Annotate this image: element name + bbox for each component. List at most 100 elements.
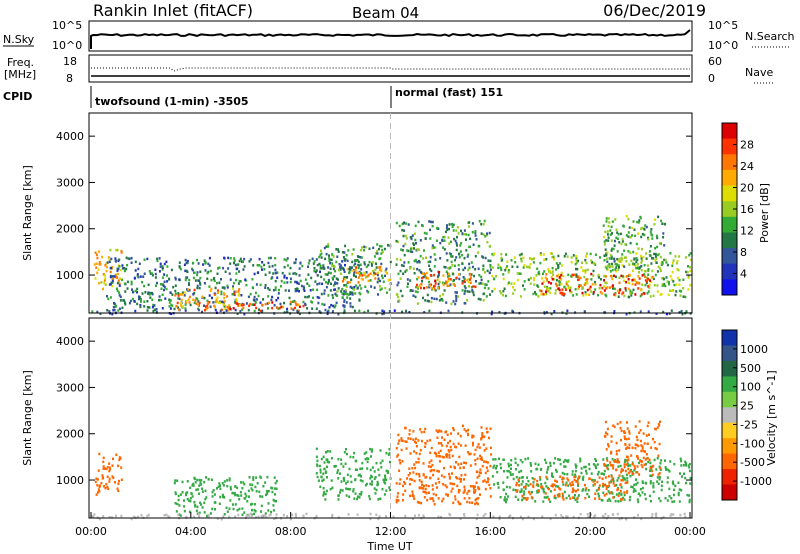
scatter-cell (371, 480, 373, 483)
scatter-cell (514, 261, 517, 264)
scatter-cell (419, 254, 422, 258)
scatter-cell (565, 496, 568, 500)
scatter-cell (485, 460, 488, 464)
scatter-cell (531, 477, 534, 480)
scatter-cell (412, 267, 415, 270)
scatter-cell (549, 490, 552, 493)
scatter-cell (624, 469, 627, 473)
scatter-cell (634, 264, 637, 268)
scatter-cell (435, 454, 438, 458)
scatter-cell (562, 477, 565, 480)
scatter-cell (161, 276, 164, 279)
scatter-cell (575, 479, 578, 483)
scatter-cell (641, 445, 644, 448)
scatter-cell (555, 262, 558, 265)
scatter-cell (575, 465, 578, 468)
scatter-cell (420, 271, 423, 275)
scatter-cell (395, 482, 398, 485)
scatter-cell (628, 263, 631, 266)
scatter-cell (204, 261, 207, 264)
scatter-cell (430, 220, 432, 224)
scatter-cell (577, 494, 580, 497)
scatter-cell (458, 488, 460, 492)
scatter-cell (451, 255, 454, 258)
scatter-cell (229, 499, 232, 502)
scatter-cell (524, 485, 527, 488)
scatter-cell (423, 273, 426, 276)
scatter-cell (574, 475, 577, 478)
scatter-cell (307, 273, 310, 276)
scatter-cell (524, 497, 527, 500)
scatter-cell (325, 489, 328, 493)
scatter-cell (253, 272, 256, 276)
scatter-cell (332, 304, 335, 308)
scatter-cell (349, 305, 352, 308)
scatter-cell (168, 305, 171, 308)
scatter-cell (408, 311, 411, 314)
scatter-cell (241, 308, 244, 311)
scatter-cell (426, 293, 429, 297)
scatter-cell (469, 485, 472, 488)
scatter-cell (174, 292, 177, 296)
scatter-cell (283, 274, 286, 277)
scatter-cell (271, 295, 274, 299)
scatter-cell (415, 441, 418, 445)
scatter-cell (586, 282, 589, 285)
scatter-cell (688, 498, 691, 502)
scatter-cell (555, 268, 558, 271)
scatter-cell (634, 489, 637, 493)
scatter-cell (328, 254, 330, 257)
scatter-cell (211, 490, 214, 494)
scatter-cell (327, 245, 330, 248)
scatter-cell (505, 485, 508, 489)
scatter-cell (318, 282, 321, 285)
scatter-cell (672, 480, 674, 483)
scatter-cell (658, 423, 661, 427)
scatter-cell (661, 222, 664, 225)
scatter-cell (667, 293, 670, 297)
scatter-cell (639, 216, 642, 220)
scatter-cell (599, 278, 602, 281)
scatter-cell (550, 282, 553, 285)
scatter-cell (471, 222, 474, 225)
scatter-cell (441, 444, 444, 447)
scatter-cell (377, 468, 380, 471)
scatter-cell (443, 438, 446, 441)
scatter-cell (459, 502, 462, 506)
scatter-cell (177, 292, 180, 295)
scatter-cell (398, 439, 401, 442)
scatter-cell (504, 294, 507, 298)
scatter-cell (456, 484, 459, 488)
scatter-cell (173, 307, 176, 311)
scatter-cell (415, 285, 418, 289)
scatter-cell (484, 283, 487, 286)
colorbar-segment (722, 154, 737, 171)
scatter-cell (196, 273, 199, 277)
scatter-cell (428, 461, 431, 464)
scatter-cell (424, 487, 427, 491)
scatter-cell (549, 517, 552, 521)
scatter-cell (651, 469, 654, 473)
scatter-cell (611, 277, 614, 281)
scatter-cell (123, 299, 126, 302)
scatter-cell (566, 255, 569, 258)
scatter-cell (493, 287, 496, 291)
scatter-cell (248, 304, 251, 308)
scatter-cell (337, 268, 340, 272)
scatter-cell (633, 262, 636, 266)
scatter-cell (416, 285, 419, 289)
scatter-cell (420, 501, 423, 505)
scatter-cell (275, 499, 277, 503)
scatter-cell (336, 471, 339, 474)
scatter-cell (514, 457, 517, 461)
scatter-cell (461, 253, 464, 257)
scatter-cell (124, 290, 127, 293)
scatter-cell (483, 271, 486, 274)
scatter-cell (625, 234, 628, 237)
scatter-cell (627, 467, 630, 471)
scatter-cell (195, 488, 198, 492)
scatter-cell (359, 263, 362, 266)
scatter-cell (310, 276, 313, 280)
scatter-cell (649, 279, 651, 282)
scatter-cell (458, 277, 461, 281)
